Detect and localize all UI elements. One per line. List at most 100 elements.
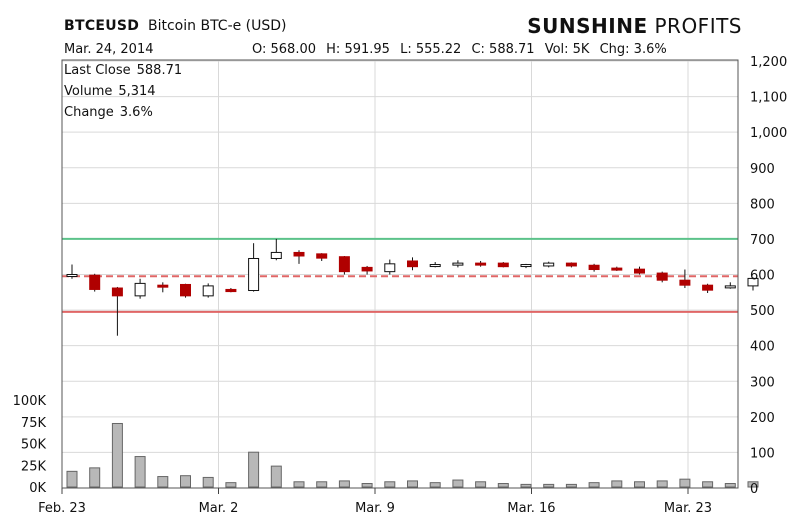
candle-body bbox=[611, 267, 623, 271]
volume-bar bbox=[384, 481, 396, 488]
volume-bar bbox=[429, 482, 441, 488]
candle-body bbox=[248, 257, 260, 292]
candle-body bbox=[497, 262, 509, 268]
change-info-value: 3.6% bbox=[119, 105, 153, 120]
volume-bar bbox=[134, 456, 146, 488]
date-tick-label: Feb. 23 bbox=[38, 501, 86, 516]
candle-body bbox=[111, 287, 123, 297]
candle-body bbox=[520, 264, 532, 268]
volume-tick-label: 100K bbox=[13, 394, 47, 409]
price-tick-label: 0 bbox=[750, 482, 758, 497]
ticker-symbol: BTCEUSD bbox=[64, 18, 140, 34]
volume-bar bbox=[634, 481, 645, 488]
candle-body bbox=[316, 253, 328, 259]
candle-body bbox=[724, 285, 736, 289]
volume-bar bbox=[66, 470, 78, 488]
open-value: O: 568.00 bbox=[252, 42, 317, 57]
low-value: L: 555.22 bbox=[400, 42, 462, 57]
candle-body bbox=[180, 283, 191, 297]
volume-bar bbox=[656, 480, 668, 488]
date-tick-label: Mar. 2 bbox=[199, 501, 239, 516]
volume-bar bbox=[724, 483, 736, 488]
volume-info: Volume 5,314 bbox=[64, 84, 156, 99]
volume-bar bbox=[520, 483, 532, 488]
candle-body bbox=[634, 268, 645, 274]
candle-body bbox=[679, 279, 691, 286]
volume-bar bbox=[157, 476, 169, 488]
price-tick-label: 900 bbox=[750, 162, 775, 177]
volume-bar bbox=[361, 483, 373, 488]
price-tick-label: 700 bbox=[750, 233, 775, 248]
volume-bars bbox=[66, 422, 759, 488]
price-tick-label: 200 bbox=[750, 411, 775, 426]
price-tick-label: 1,200 bbox=[750, 55, 787, 70]
change-value: Chg: 3.6% bbox=[599, 42, 667, 57]
last-close-value: 588.71 bbox=[136, 63, 183, 78]
volume-bar bbox=[702, 481, 714, 488]
date-tick-label: Mar. 16 bbox=[507, 501, 555, 516]
date-tick-label: Mar. 23 bbox=[664, 501, 712, 516]
price-tick-label: 1,100 bbox=[750, 91, 787, 106]
price-tick-label: 1,000 bbox=[750, 126, 787, 141]
candle-body bbox=[66, 274, 78, 277]
candle-body bbox=[747, 277, 759, 287]
candle-body bbox=[361, 266, 373, 272]
price-tick-label: 600 bbox=[750, 269, 775, 284]
volume-tick-label: 75K bbox=[21, 416, 47, 431]
candle-body bbox=[293, 251, 305, 257]
date-axis-ticks: Feb. 23 Mar. 2 Mar. 9 Mar. 16 Mar. 23 bbox=[38, 488, 712, 516]
volume-tick-label: 0K bbox=[29, 481, 46, 496]
volume-bar bbox=[248, 451, 260, 488]
volume-bar bbox=[588, 482, 600, 488]
chart-frame bbox=[61, 59, 739, 489]
candle-body bbox=[475, 262, 487, 266]
volume-bar bbox=[316, 481, 328, 488]
volume-bar bbox=[611, 480, 623, 488]
price-tick-label: 300 bbox=[750, 375, 775, 390]
volume-bar bbox=[338, 480, 350, 488]
candle-body bbox=[89, 274, 101, 290]
reference-lines bbox=[62, 237, 738, 313]
volume-bar bbox=[452, 479, 464, 488]
candle-body bbox=[452, 262, 464, 266]
date-tick-label: Mar. 9 bbox=[355, 501, 395, 516]
volume-info-value: 5,314 bbox=[118, 84, 156, 99]
volume-bar bbox=[543, 483, 555, 488]
volume-label: Volume bbox=[64, 84, 113, 99]
candle-body bbox=[157, 284, 169, 288]
volume-bar bbox=[475, 481, 487, 488]
high-value: H: 591.95 bbox=[326, 42, 390, 57]
volume-bar bbox=[565, 483, 577, 488]
candle-body bbox=[338, 256, 350, 273]
candle-body bbox=[225, 288, 237, 293]
chart-grid bbox=[61, 60, 738, 488]
price-tick-label: 800 bbox=[750, 197, 775, 212]
brand-logo: SUNSHINE PROFITS bbox=[527, 14, 742, 38]
brand-logo-rest: PROFITS bbox=[654, 14, 742, 38]
candle-body bbox=[429, 264, 441, 268]
volume-bar bbox=[293, 481, 305, 488]
change-info: Change 3.6% bbox=[64, 105, 153, 120]
candle-body bbox=[702, 284, 714, 291]
price-axis-ticks: 1,200 1,100 1,000 900 800 700 600 500 400 300 200 1… bbox=[750, 55, 787, 497]
candle-body bbox=[565, 262, 577, 267]
volume-bar bbox=[180, 475, 191, 488]
volume-bar bbox=[202, 476, 214, 488]
candle-body bbox=[202, 285, 214, 297]
candle-body bbox=[384, 263, 396, 273]
candle-body bbox=[543, 262, 555, 267]
candle-body bbox=[407, 260, 418, 268]
quote-date: Mar. 24, 2014 bbox=[64, 42, 154, 57]
ohlc-readout: O: 568.00 H: 591.95 L: 555.22 C: 588.71 … bbox=[252, 42, 673, 57]
volume-bar bbox=[407, 480, 418, 488]
price-tick-label: 500 bbox=[750, 304, 775, 319]
price-tick-label: 400 bbox=[750, 340, 775, 355]
volume-bar bbox=[89, 467, 101, 488]
candle-body bbox=[270, 251, 282, 259]
close-value: C: 588.71 bbox=[471, 42, 535, 57]
volume-tick-label: 50K bbox=[21, 438, 47, 453]
candle-body bbox=[588, 264, 600, 271]
volume-bar bbox=[497, 483, 509, 488]
plot-border bbox=[61, 59, 739, 489]
volume-bar bbox=[270, 465, 282, 488]
